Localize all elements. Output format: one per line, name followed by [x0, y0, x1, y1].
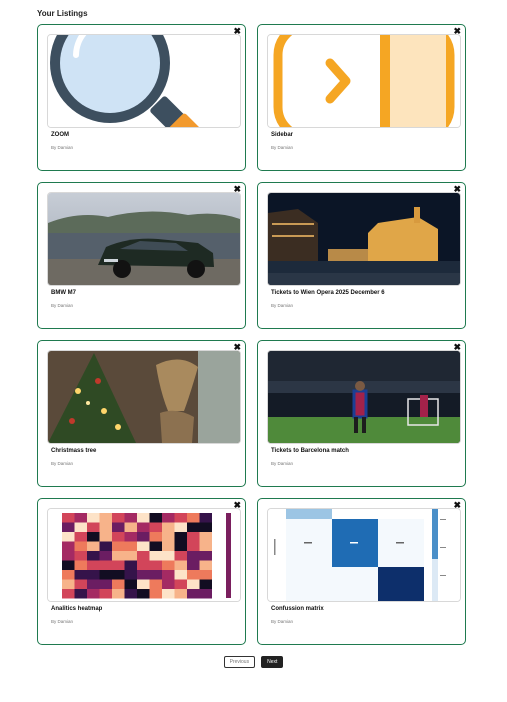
- page-title: Your Listings: [37, 9, 88, 18]
- listing-author: By Damian: [51, 145, 74, 150]
- listing-author: By Damian: [51, 619, 74, 624]
- listing-title: Analitics heatmap: [51, 606, 103, 612]
- listing-author: By Damian: [271, 619, 294, 624]
- listing-card[interactable]: ✖ Confussion matrix By D: [257, 498, 466, 645]
- close-icon[interactable]: ✖: [233, 184, 241, 194]
- listing-card[interactable]: ✖ Tickets to Barcelona match By Damian: [257, 340, 466, 487]
- close-icon[interactable]: ✖: [233, 500, 241, 510]
- listing-title: ZOOM: [51, 132, 69, 138]
- sidebar-expand-icon: [267, 34, 461, 128]
- listing-author: By Damian: [271, 303, 294, 308]
- car-photo: [47, 192, 241, 286]
- magnifier-icon: [47, 34, 241, 128]
- listing-card[interactable]: ✖ BMW M7 By Damian: [37, 182, 246, 329]
- listing-author: By Damian: [271, 461, 294, 466]
- listing-author: By Damian: [51, 461, 74, 466]
- close-icon[interactable]: ✖: [453, 342, 461, 352]
- listing-card[interactable]: ✖ Analitics heatmap By Damian: [37, 498, 246, 645]
- listing-author: By Damian: [51, 303, 74, 308]
- listing-title: BMW M7: [51, 290, 76, 296]
- football-stadium-photo: [267, 350, 461, 444]
- listing-card[interactable]: ✖ ZOOM By Damian: [37, 24, 246, 171]
- listing-title: Christmass tree: [51, 448, 97, 454]
- listing-title: Sidebar: [271, 132, 294, 138]
- heatmap-chart: [47, 508, 241, 602]
- listing-title: Confussion matrix: [271, 606, 324, 612]
- listing-card[interactable]: ✖ Sidebar By Damian: [257, 24, 466, 171]
- close-icon[interactable]: ✖: [453, 184, 461, 194]
- close-icon[interactable]: ✖: [453, 500, 461, 510]
- listing-title: Tickets to Wien Opera 2025 December 6: [271, 290, 385, 296]
- night-building-photo: [267, 192, 461, 286]
- confusion-matrix-chart: [267, 508, 461, 602]
- listing-author: By Damian: [271, 145, 294, 150]
- close-icon[interactable]: ✖: [233, 26, 241, 36]
- listing-card[interactable]: ✖ Tickets to Wien Opera 2025 December 6 …: [257, 182, 466, 329]
- next-button[interactable]: Next: [261, 656, 284, 668]
- previous-button[interactable]: Previous: [223, 656, 256, 668]
- listing-title: Tickets to Barcelona match: [271, 448, 349, 454]
- close-icon[interactable]: ✖: [453, 26, 461, 36]
- christmas-tree-photo: [47, 350, 241, 444]
- close-icon[interactable]: ✖: [233, 342, 241, 352]
- pagination: Previous Next: [0, 656, 507, 668]
- listing-card[interactable]: ✖ Christmass tree By Damian: [37, 340, 246, 487]
